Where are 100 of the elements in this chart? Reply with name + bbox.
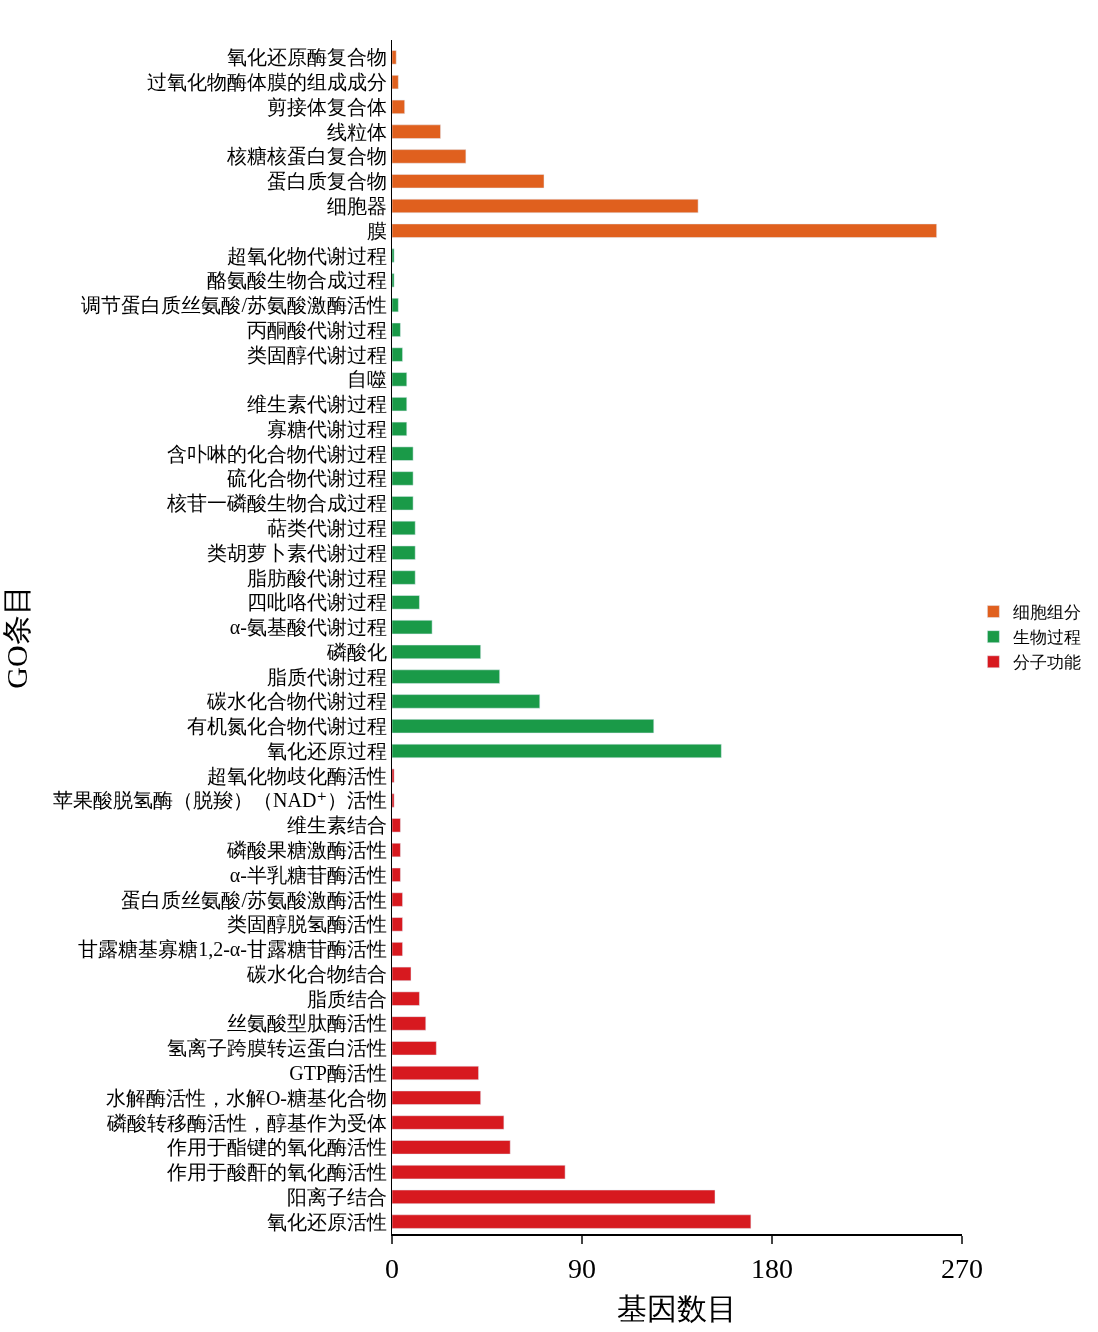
bar (392, 223, 937, 238)
y-tick-label: 磷酸化 (326, 640, 387, 663)
x-tick-label: 0 (385, 1252, 399, 1284)
bar (392, 743, 722, 759)
y-tick-label: GTP酶活性 (289, 1061, 387, 1084)
bar (392, 1140, 511, 1155)
bar (392, 322, 401, 337)
bar (392, 75, 399, 90)
bar (392, 298, 399, 313)
y-tick-label: 氧化还原酶复合物 (227, 46, 387, 69)
bar (392, 471, 414, 486)
bar (392, 842, 401, 858)
y-tick-label: 含卟啉的化合物代谢过程 (167, 442, 387, 465)
bar (392, 124, 441, 139)
bar (392, 397, 408, 412)
bar (392, 198, 699, 214)
y-tick-label: 阳离子结合 (287, 1185, 387, 1208)
bar (392, 1115, 505, 1130)
bar (392, 917, 403, 932)
y-tick-label: 寡糖代谢过程 (267, 417, 387, 440)
legend-label: 生物过程 (1013, 628, 1082, 648)
bar (392, 446, 414, 461)
bar (392, 99, 405, 114)
y-tick-label: α-半乳糖苷酶活性 (229, 863, 387, 886)
y-tick-label: 氢离子跨膜转运蛋白活性 (167, 1037, 387, 1060)
y-tick-label: 磷酸果糖激酶活性 (226, 839, 387, 862)
bar (392, 496, 414, 511)
bar (392, 347, 403, 362)
bar (392, 1090, 481, 1105)
bar (392, 1189, 716, 1204)
bar (392, 273, 395, 288)
y-tick-label: 调节蛋白质丝氨酸/苏氨酸激酶活性 (81, 294, 387, 317)
bar (392, 1214, 752, 1229)
y-tick-label: 自噬 (347, 368, 387, 391)
y-tick-label: 磷酸转移酶活性，醇基作为受体 (106, 1111, 387, 1134)
y-tick-label: 超氧化物代谢过程 (227, 244, 387, 267)
bar (392, 991, 420, 1006)
bar (392, 520, 416, 536)
y-tick-label: 四吡咯代谢过程 (247, 591, 387, 614)
bar (392, 1041, 437, 1056)
bar (392, 892, 403, 907)
y-tick-label: 核苷一磷酸生物合成过程 (166, 492, 387, 515)
y-tick-label: 蛋白质复合物 (267, 170, 387, 193)
bar (392, 867, 401, 882)
y-tick-label: 膜 (367, 219, 387, 242)
y-tick-label: 酪氨酸生物合成过程 (207, 269, 387, 292)
y-tick-label: 脂质结合 (307, 987, 387, 1010)
y-tick-label: 苹果酸脱氢酶（脱羧）（NAD⁺）活性 (53, 789, 387, 812)
y-tick-label: 核糖核蛋白复合物 (226, 145, 387, 168)
bar (392, 719, 655, 734)
bar (392, 1165, 566, 1180)
y-tick-label: 蛋白质丝氨酸/苏氨酸激酶活性 (121, 888, 387, 911)
y-tick-label: 类胡萝卜素代谢过程 (207, 541, 387, 564)
y-tick-label: 线粒体 (327, 120, 387, 143)
y-tick-label: 氧化还原活性 (267, 1210, 387, 1233)
bar (392, 50, 397, 65)
bar (392, 793, 395, 808)
bar (392, 669, 500, 684)
x-tick-label: 180 (751, 1252, 793, 1284)
x-axis-title: 基因数目 (617, 1291, 737, 1325)
y-tick-label: 超氧化物歧化酶活性 (207, 764, 387, 787)
y-tick-label: 类固醇代谢过程 (247, 343, 387, 366)
y-tick-label: 维生素结合 (287, 814, 387, 837)
bar (392, 570, 416, 585)
y-tick-label: 水解酶活性，水解O-糖基化合物 (105, 1086, 387, 1109)
y-tick-label: α-氨基酸代谢过程 (229, 616, 387, 639)
bar (392, 1065, 479, 1081)
bar (392, 1016, 427, 1031)
y-tick-label: 维生素代谢过程 (247, 393, 387, 416)
y-tick-label: 硫化合物代谢过程 (227, 467, 387, 490)
y-tick-label: 碳水化合物代谢过程 (206, 690, 387, 713)
y-tick-label: 氧化还原过程 (267, 739, 387, 762)
bar (392, 768, 395, 783)
y-tick-label: 类固醇脱氢酶活性 (227, 913, 387, 936)
legend-label: 细胞组分 (1013, 603, 1082, 623)
bar (392, 620, 433, 635)
y-tick-label: 甘露糖基寡糖1,2-α-甘露糖苷酶活性 (78, 938, 387, 961)
y-tick-label: 丝氨酸型肽酶活性 (227, 1012, 387, 1035)
bar (392, 372, 408, 387)
y-tick-label: 萜类代谢过程 (267, 517, 387, 539)
bar (392, 149, 467, 164)
y-axis-title: GO条目 (0, 585, 33, 689)
y-tick-label: 有机氮化合物代谢过程 (187, 715, 387, 738)
y-tick-label: 作用于酸酐的氧化酶活性 (166, 1161, 387, 1184)
y-tick-label: 碳水化合物结合 (246, 962, 387, 985)
y-tick-label: 作用于酯键的氧化酶活性 (166, 1136, 387, 1159)
y-tick-label: 细胞器 (327, 194, 387, 217)
bar (392, 818, 401, 833)
y-tick-label: 脂质代谢过程 (267, 665, 387, 688)
legend-label: 分子功能 (1013, 653, 1082, 673)
x-tick-label: 270 (941, 1252, 983, 1284)
bar (392, 248, 395, 263)
bar (392, 694, 541, 709)
y-tick-label: 过氧化物酶体膜的组成成分 (147, 71, 387, 94)
y-tick-label: 丙酮酸代谢过程 (247, 318, 387, 341)
bar (392, 421, 408, 436)
y-tick-label: 脂肪酸代谢过程 (247, 566, 387, 589)
bar (392, 942, 403, 957)
bar (392, 174, 545, 189)
bar (392, 545, 416, 560)
